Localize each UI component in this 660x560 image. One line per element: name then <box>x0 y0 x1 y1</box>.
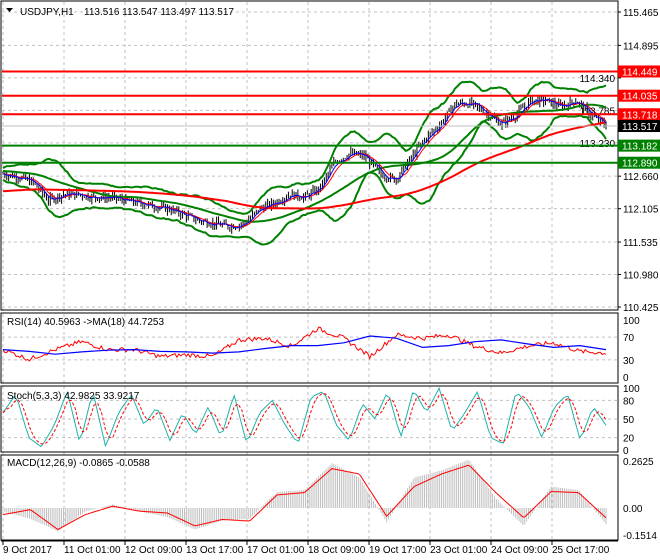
price-tick-label: 110.425 <box>623 303 659 314</box>
current-price-label: 113.517 <box>622 122 658 133</box>
level-price-label: 112.890 <box>622 159 658 170</box>
time-tick-label: 12 Oct 09:00 <box>125 545 183 556</box>
price-tick-label: 114.340 <box>580 74 616 85</box>
symbol-header: USDJPY,H1 <box>20 7 74 18</box>
level-price-box <box>618 108 660 121</box>
price-tick-label: 110.980 <box>623 271 659 282</box>
price-tick-label: 115.465 <box>623 8 659 19</box>
ohlc-header: 113.516 113.547 113.497 113.517 <box>84 7 234 18</box>
ma-red-slow-line <box>2 121 607 210</box>
level-price-box <box>618 65 660 78</box>
time-tick-label: 19 Oct 17:00 <box>369 545 427 556</box>
time-tick-label: 24 Oct 09:00 <box>491 545 549 556</box>
stoch-signal-line <box>2 393 607 445</box>
macd-pane-frame <box>0 454 619 541</box>
stoch-pane-frame <box>0 385 619 453</box>
rsi-header: RSI(14) 40.5963 ->MA(18) 44.7253 <box>7 317 164 328</box>
collapse-triangle-icon[interactable] <box>6 8 13 12</box>
macd-header: MACD(12,26,9) -0.0865 -0.0588 <box>7 458 150 469</box>
stoch-tick-label: 20 <box>623 434 635 445</box>
macd-signal-line <box>2 464 607 531</box>
macd-tick-label: 0.00 <box>623 504 643 515</box>
price-tick-label: 113.785 <box>580 106 616 117</box>
rsi-pane-frame <box>0 312 619 384</box>
level-price-box <box>618 89 660 102</box>
stoch-tick-label: 80 <box>623 396 635 407</box>
price-tick-label: 112.105 <box>623 205 659 216</box>
level-price-label: 114.449 <box>622 67 658 78</box>
level-price-box <box>618 139 660 152</box>
stoch-header: Stoch(5,3,3) 42.9825 33.9217 <box>7 391 140 402</box>
stoch-tick-label: 50 <box>623 415 635 426</box>
main-pane-frame <box>0 0 619 311</box>
price-tick-label: 113.230 <box>580 139 616 150</box>
macd-tick-label: -0.1514 <box>623 531 657 542</box>
time-tick-label: 11 Oct 01:00 <box>64 545 121 556</box>
bollinger-upper-line <box>2 80 607 215</box>
stoch-tick-label: 0 <box>623 446 629 457</box>
price-tick-label: 114.895 <box>623 41 659 52</box>
rsi-line <box>2 326 607 362</box>
price-tick-label: 112.660 <box>623 172 659 183</box>
rsi-ma-line <box>2 335 607 355</box>
time-tick-label: 18 Oct 09:00 <box>308 545 366 556</box>
level-price-label: 114.035 <box>622 92 658 103</box>
bollinger-lower-line <box>2 114 607 246</box>
time-tick-label: 17 Oct 01:00 <box>247 545 305 556</box>
rsi-tick-label: 70 <box>623 333 635 344</box>
level-price-box <box>618 156 660 169</box>
rsi-tick-label: 30 <box>623 356 635 367</box>
macd-tick-label: 0.2625 <box>623 457 654 468</box>
price-tick-label: 111.535 <box>623 238 658 249</box>
time-tick-label: 9 Oct 2017 <box>3 545 52 556</box>
current-price-box <box>618 120 660 133</box>
rsi-tick-label: 100 <box>623 316 640 327</box>
rsi-tick-label: 0 <box>623 373 629 384</box>
time-tick-label: 25 Oct 17:00 <box>552 545 610 556</box>
stoch-tick-label: 100 <box>623 384 640 395</box>
level-price-label: 113.718 <box>622 110 658 121</box>
ma-blue-fast-line <box>2 98 607 229</box>
time-tick-label: 13 Oct 17:00 <box>186 545 244 556</box>
stoch-main-line <box>2 386 607 448</box>
time-tick-label: 23 Oct 01:00 <box>430 545 488 556</box>
level-price-label: 113.182 <box>622 142 658 153</box>
